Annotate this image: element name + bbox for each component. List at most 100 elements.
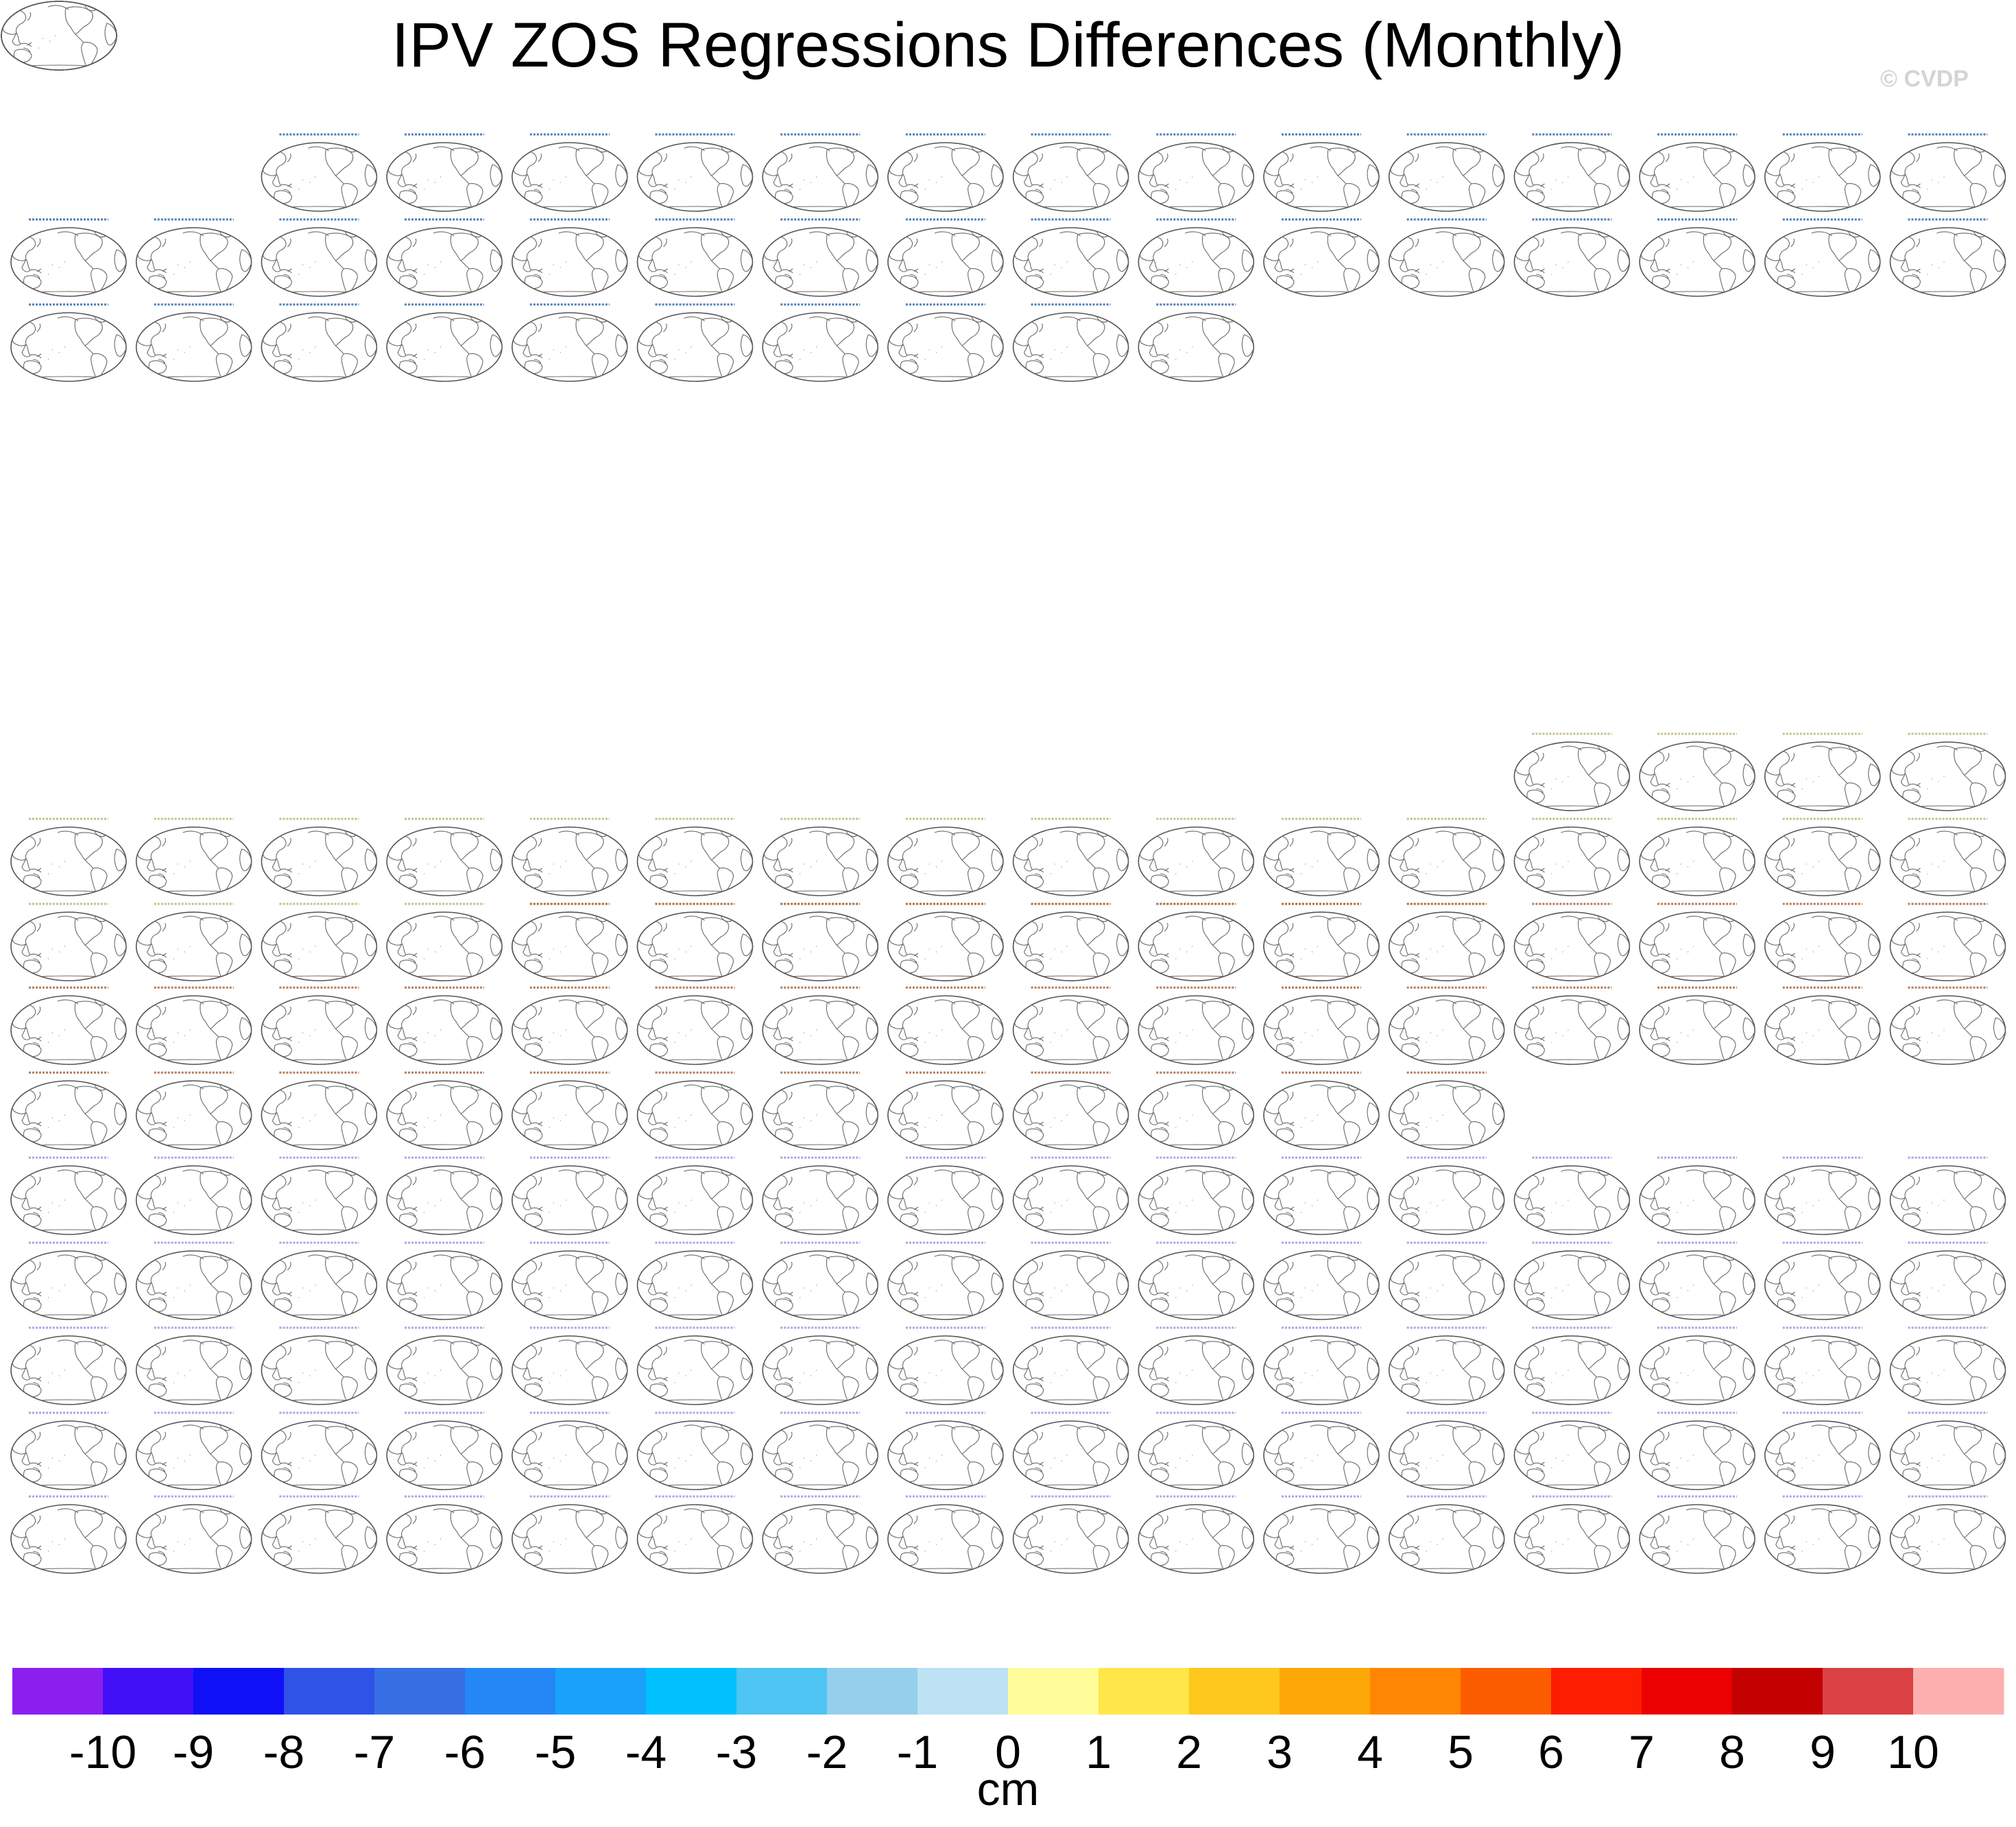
world-map-outline <box>1013 1336 1129 1405</box>
world-map-outline <box>1264 1166 1379 1234</box>
map-panel <box>512 817 627 896</box>
map-panel <box>638 1071 753 1149</box>
colorbar-swatch <box>193 1668 285 1715</box>
map-panel <box>1013 986 1129 1064</box>
map-panel <box>1264 1411 1379 1490</box>
map-panel <box>1640 1156 1755 1234</box>
world-map-outline <box>888 1421 1003 1490</box>
map-panel <box>1013 1326 1129 1405</box>
world-map-outline <box>1514 1166 1629 1234</box>
map-panel <box>512 133 627 211</box>
map-panel <box>261 1326 376 1405</box>
map-panel <box>1264 986 1379 1064</box>
world-map-outline <box>888 912 1003 981</box>
world-map-outline <box>1514 1421 1629 1490</box>
world-map-outline <box>1389 1421 1504 1490</box>
world-map-outline <box>888 143 1003 211</box>
world-map-outline <box>763 1081 878 1149</box>
world-map-outline <box>1389 1505 1504 1573</box>
world-map-outline <box>1891 996 2006 1064</box>
colorbar-swatch <box>1280 1668 1371 1715</box>
world-map-outline <box>136 1251 252 1320</box>
map-panel <box>763 1156 878 1234</box>
colorbar-swatch <box>1008 1668 1099 1715</box>
map-panel <box>1389 1326 1504 1405</box>
map-panel <box>1891 732 2006 811</box>
map-panel <box>763 1411 878 1490</box>
world-map-outline <box>136 1166 252 1234</box>
map-panel <box>1138 1156 1253 1234</box>
map-panel <box>1765 986 1880 1064</box>
world-map-outline <box>261 228 376 296</box>
map-panel <box>888 817 1003 896</box>
world-map-outline <box>763 996 878 1064</box>
world-map-outline <box>638 228 753 296</box>
map-panel <box>387 1156 502 1234</box>
map-panel <box>136 817 252 896</box>
world-map-outline <box>387 313 502 381</box>
world-map-outline <box>1138 1166 1253 1234</box>
map-panel <box>638 303 753 381</box>
map-panel <box>261 1156 376 1234</box>
world-map-outline <box>136 228 252 296</box>
map-panel <box>136 1495 252 1573</box>
map-panel <box>11 1326 126 1405</box>
world-map-outline <box>1640 1421 1755 1490</box>
map-panel <box>512 303 627 381</box>
map-panel <box>1138 303 1253 381</box>
world-map-outline <box>1891 1421 2006 1490</box>
world-map-outline <box>1264 1251 1379 1320</box>
world-map-outline <box>136 912 252 981</box>
colorbar-swatch <box>1823 1668 1914 1715</box>
map-panel <box>1514 1326 1629 1405</box>
world-map-outline <box>1640 1505 1755 1573</box>
colorbar-swatch <box>374 1668 466 1715</box>
map-panel <box>763 1241 878 1320</box>
world-map-outline <box>387 1081 502 1149</box>
map-panel <box>1138 218 1253 296</box>
map-panel <box>387 903 502 981</box>
map-panel <box>638 1156 753 1234</box>
map-panel <box>1640 1326 1755 1405</box>
map-panel <box>763 986 878 1064</box>
map-panel <box>1138 1241 1253 1320</box>
world-map-outline <box>1640 1166 1755 1234</box>
map-panel <box>512 1156 627 1234</box>
map-panel <box>888 133 1003 211</box>
world-map-outline <box>261 827 376 896</box>
map-panel <box>1765 1326 1880 1405</box>
world-map-outline <box>638 1421 753 1490</box>
world-map-outline <box>11 1421 126 1490</box>
world-map-outline <box>1013 996 1129 1064</box>
map-panel <box>888 903 1003 981</box>
world-map-outline <box>1138 912 1253 981</box>
world-map-outline <box>11 1336 126 1405</box>
world-map-outline <box>136 1336 252 1405</box>
page-title: IPV ZOS Regressions Differences (Monthly… <box>391 10 1625 80</box>
world-map-outline <box>1264 1505 1379 1573</box>
map-panel <box>11 903 126 981</box>
world-map-outline <box>888 228 1003 296</box>
world-map-outline <box>11 1081 126 1149</box>
world-map-outline <box>1138 1251 1253 1320</box>
map-panel <box>1013 817 1129 896</box>
world-map-outline <box>1765 1251 1880 1320</box>
map-panel <box>512 1411 627 1490</box>
world-map-outline <box>1514 996 1629 1064</box>
world-map-outline <box>136 1081 252 1149</box>
world-map-outline <box>1138 228 1253 296</box>
map-panel <box>136 1071 252 1149</box>
colorbar-swatch <box>827 1668 918 1715</box>
map-panel <box>1138 986 1253 1064</box>
map-panel <box>387 1326 502 1405</box>
world-map-outline <box>1013 313 1129 381</box>
colorbar-swatch <box>1551 1668 1642 1715</box>
map-panel <box>763 303 878 381</box>
map-panel <box>1389 1495 1504 1573</box>
world-map-outline <box>888 827 1003 896</box>
world-map-outline <box>1891 1166 2006 1234</box>
map-panel <box>1640 1411 1755 1490</box>
panel-grid <box>0 0 2016 1646</box>
map-panel <box>1013 1241 1129 1320</box>
world-map-outline <box>1138 1081 1253 1149</box>
